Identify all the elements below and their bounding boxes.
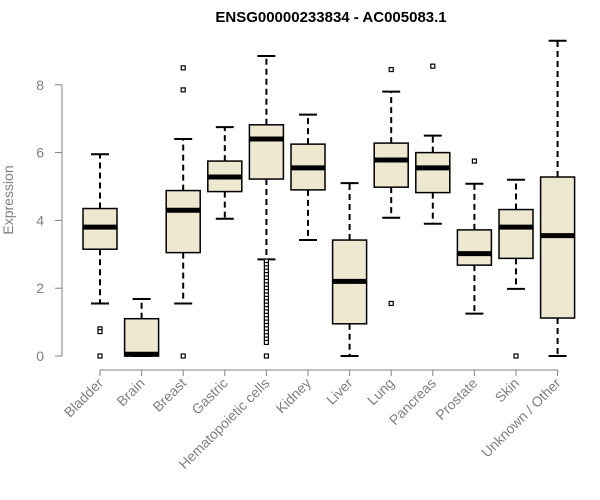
outlier-point [263, 339, 269, 346]
box-4 [207, 126, 243, 220]
box-12 [539, 39, 576, 357]
x-tick-label: Prostate [432, 375, 480, 423]
box-11 [498, 178, 534, 359]
box-body [456, 229, 493, 266]
outlier-point [97, 353, 103, 359]
box-body [373, 142, 409, 188]
box-5 [248, 54, 285, 359]
box-7 [331, 182, 368, 357]
chart-title: ENSG00000233834 - AC005083.1 [215, 9, 446, 26]
outlier-point [388, 300, 394, 307]
outlier-point [180, 87, 186, 93]
box-8 [373, 66, 409, 307]
box-10 [456, 158, 493, 315]
box-6 [290, 113, 326, 242]
x-tick-label: Skin [492, 375, 523, 406]
y-tick-label: 6 [36, 145, 44, 161]
outlier-point [430, 63, 436, 69]
x-tick-label: Brain [113, 375, 147, 409]
outlier-point [97, 328, 103, 335]
outlier-point [388, 66, 394, 73]
x-tick-label: Unknown / Other [478, 375, 564, 461]
x-tick-label: Liver [323, 375, 356, 408]
x-tick-label: Kidney [273, 375, 315, 417]
outlier-point [180, 353, 186, 359]
box-9 [415, 63, 451, 225]
outlier-point [263, 353, 269, 359]
y-tick-label: 2 [36, 280, 44, 296]
y-axis-label: Expression [0, 165, 16, 234]
box-body [248, 124, 285, 180]
box-body [123, 317, 160, 357]
box-body [498, 208, 534, 260]
box-body [165, 189, 201, 254]
outlier-point [471, 158, 477, 164]
y-axis: 0 2 4 6 8 [36, 77, 63, 364]
box-body [415, 151, 451, 194]
box-1 [82, 153, 118, 359]
box-body [539, 176, 576, 319]
y-tick-label: 8 [36, 77, 44, 93]
outlier-point [513, 353, 519, 359]
y-tick-label: 4 [36, 212, 44, 228]
boxes [82, 39, 576, 359]
x-tick-label: Bladder [61, 375, 107, 421]
x-tick-label: Lung [364, 375, 397, 408]
box-2 [123, 298, 160, 357]
box-3 [165, 65, 201, 359]
y-tick-label: 0 [36, 348, 44, 364]
outlier-point [180, 65, 186, 71]
x-tick-label: Breast [149, 375, 189, 415]
